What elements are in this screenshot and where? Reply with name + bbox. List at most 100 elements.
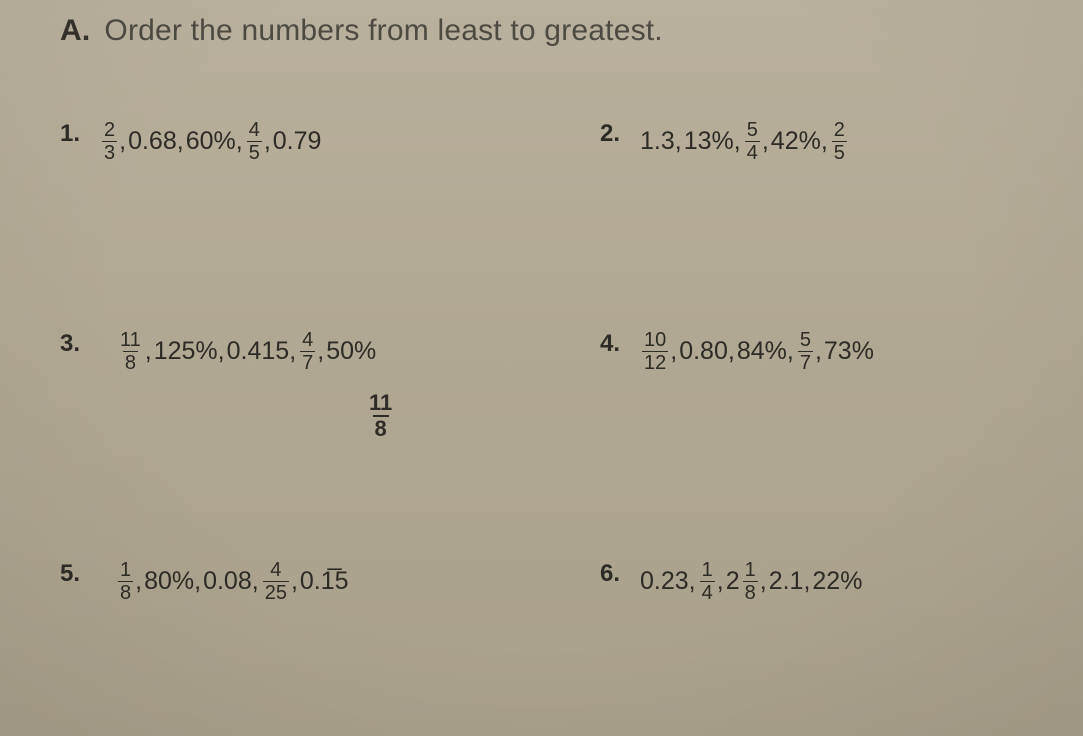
separator: , bbox=[689, 567, 696, 596]
problem-4: 4. 1012, 0.80, 84%, 57, 73% bbox=[560, 330, 1030, 560]
number-token: 0.1̅5 bbox=[300, 567, 349, 596]
number-token: 13% bbox=[684, 127, 734, 156]
number-token: 125% bbox=[154, 337, 218, 366]
problem-items: 1.3, 13%, 54, 42%, 25 bbox=[640, 120, 849, 163]
fraction: 57 bbox=[798, 330, 813, 373]
fraction: 45 bbox=[247, 120, 262, 163]
fraction: 11 8 bbox=[367, 392, 394, 440]
problem-items: 1012, 0.80, 84%, 57, 73% bbox=[640, 330, 874, 373]
fraction: 425 bbox=[263, 560, 289, 603]
stray-fraction: 11 8 bbox=[365, 392, 396, 440]
separator: , bbox=[734, 127, 741, 156]
fraction-numerator: 11 bbox=[367, 392, 394, 415]
problem-1: 1. 23, 0.68, 60%, 45, 0.79 bbox=[60, 120, 560, 330]
number-token: 2.1 bbox=[769, 567, 804, 596]
fraction: 18 bbox=[118, 560, 133, 603]
problem-number: 3. bbox=[60, 330, 100, 358]
fraction-numerator: 5 bbox=[745, 120, 760, 141]
separator: , bbox=[670, 337, 677, 366]
fraction: 25 bbox=[832, 120, 847, 163]
number-token: 0.68 bbox=[128, 127, 177, 156]
number-token: 0.08 bbox=[203, 567, 252, 596]
number-token: 1.3 bbox=[640, 127, 675, 156]
number-token: 42% bbox=[771, 127, 821, 156]
number-token: 0.415 bbox=[227, 337, 290, 366]
separator: , bbox=[815, 337, 822, 366]
separator: , bbox=[135, 567, 142, 596]
number-token: 0.80 bbox=[679, 337, 728, 366]
number-token: 22% bbox=[812, 567, 862, 596]
separator: , bbox=[760, 567, 767, 596]
separator: , bbox=[291, 567, 298, 596]
fraction-denominator: 8 bbox=[123, 351, 138, 373]
problem-items: 23, 0.68, 60%, 45, 0.79 bbox=[100, 120, 321, 163]
fraction-denominator: 8 bbox=[373, 415, 389, 440]
fraction-numerator: 5 bbox=[798, 330, 813, 351]
number-token: 80% bbox=[144, 567, 194, 596]
problem-number: 5. bbox=[60, 560, 100, 588]
problem-number: 2. bbox=[600, 120, 640, 148]
separator: , bbox=[728, 337, 735, 366]
problem-number: 6. bbox=[600, 560, 640, 588]
fraction-numerator: 2 bbox=[102, 120, 117, 141]
fraction-denominator: 5 bbox=[247, 141, 262, 163]
separator: , bbox=[194, 567, 201, 596]
problem-6: 6. 0.23, 14, 218, 2.1, 22% bbox=[560, 560, 1030, 680]
mixed-number: 218 bbox=[726, 560, 760, 603]
fraction-denominator: 4 bbox=[700, 581, 715, 603]
separator: , bbox=[289, 337, 296, 366]
fraction-numerator: 1 bbox=[700, 560, 715, 581]
problem-3: 3. 118, 125%, 0.415, 47, 50% bbox=[60, 330, 560, 560]
number-token: 60% bbox=[186, 127, 236, 156]
fraction-denominator: 7 bbox=[798, 351, 813, 373]
fraction-denominator: 12 bbox=[642, 351, 668, 373]
fraction-numerator: 4 bbox=[300, 330, 315, 351]
fraction: 118 bbox=[118, 330, 143, 373]
fraction-numerator: 4 bbox=[247, 120, 262, 141]
fraction-numerator: 2 bbox=[832, 120, 847, 141]
fraction: 23 bbox=[102, 120, 117, 163]
fraction-denominator: 4 bbox=[745, 141, 760, 163]
fraction-denominator: 3 bbox=[102, 141, 117, 163]
separator: , bbox=[177, 127, 184, 156]
section-header: A. Order the numbers from least to greate… bbox=[60, 14, 663, 48]
separator: , bbox=[145, 337, 152, 366]
separator: , bbox=[787, 337, 794, 366]
separator: , bbox=[317, 337, 324, 366]
fraction-numerator: 10 bbox=[642, 330, 668, 351]
fraction-numerator: 4 bbox=[268, 560, 283, 581]
fraction: 18 bbox=[743, 560, 758, 603]
fraction-denominator: 5 bbox=[832, 141, 847, 163]
fraction-numerator: 1 bbox=[118, 560, 133, 581]
number-token: 84% bbox=[737, 337, 787, 366]
problem-items: 118, 125%, 0.415, 47, 50% bbox=[116, 330, 376, 373]
separator: , bbox=[717, 567, 724, 596]
fraction-numerator: 11 bbox=[118, 330, 143, 351]
number-token: 0.23 bbox=[640, 567, 689, 596]
mixed-whole: 2 bbox=[726, 567, 740, 596]
separator: , bbox=[264, 127, 271, 156]
separator: , bbox=[252, 567, 259, 596]
separator: , bbox=[821, 127, 828, 156]
number-token: 50% bbox=[326, 337, 376, 366]
problems-grid: 1. 23, 0.68, 60%, 45, 0.79 2. 1.3, 13%, … bbox=[60, 120, 1030, 680]
section-letter: A. bbox=[60, 14, 90, 47]
worksheet-page: A. Order the numbers from least to greate… bbox=[0, 0, 1083, 736]
problem-number: 4. bbox=[600, 330, 640, 358]
separator: , bbox=[675, 127, 682, 156]
fraction-numerator: 1 bbox=[743, 560, 758, 581]
fraction: 14 bbox=[700, 560, 715, 603]
separator: , bbox=[119, 127, 126, 156]
problem-5: 5. 18, 80%, 0.08, 425, 0.1̅5 bbox=[60, 560, 560, 680]
problem-items: 0.23, 14, 218, 2.1, 22% bbox=[640, 560, 862, 603]
fraction-denominator: 7 bbox=[300, 351, 315, 373]
problem-2: 2. 1.3, 13%, 54, 42%, 25 bbox=[560, 120, 1030, 330]
fraction-denominator: 8 bbox=[743, 581, 758, 603]
problem-number: 1. bbox=[60, 120, 100, 148]
fraction-denominator: 8 bbox=[118, 581, 133, 603]
separator: , bbox=[236, 127, 243, 156]
section-instruction: Order the numbers from least to greatest… bbox=[104, 14, 662, 47]
separator: , bbox=[762, 127, 769, 156]
fraction: 47 bbox=[300, 330, 315, 373]
separator: , bbox=[218, 337, 225, 366]
